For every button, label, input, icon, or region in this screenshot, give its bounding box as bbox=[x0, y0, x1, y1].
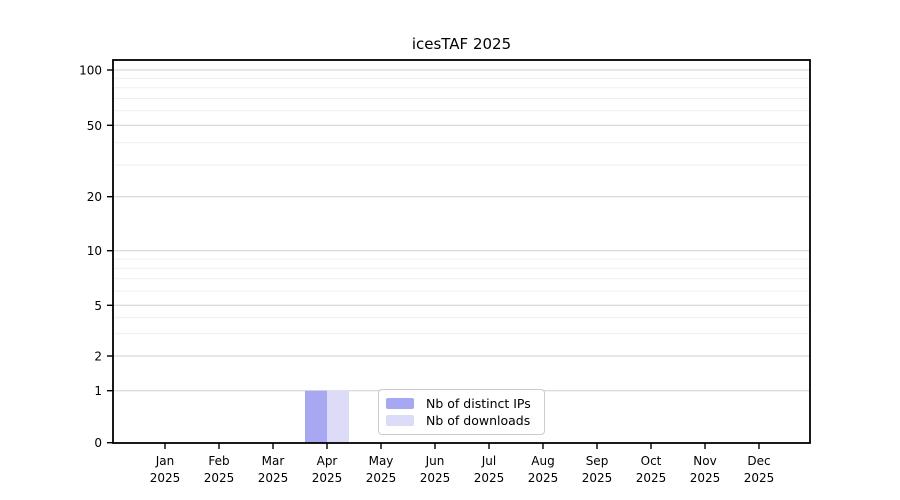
x-tick-label-month: Dec bbox=[747, 454, 770, 468]
legend-label-distinct-ips: Nb of distinct IPs bbox=[426, 396, 531, 411]
x-tick-label-year: 2025 bbox=[582, 471, 613, 485]
x-tick-label-month: Jul bbox=[481, 454, 496, 468]
x-tick-label-month: Jun bbox=[425, 454, 445, 468]
x-tick-label-year: 2025 bbox=[636, 471, 667, 485]
x-tick-label-year: 2025 bbox=[366, 471, 397, 485]
legend-item-downloads: Nb of downloads bbox=[386, 413, 535, 428]
y-tick-label: 1 bbox=[94, 384, 102, 398]
x-tick-label-month: May bbox=[369, 454, 394, 468]
y-tick-label: 0 bbox=[94, 436, 102, 450]
legend-item-distinct-ips: Nb of distinct IPs bbox=[386, 396, 535, 411]
x-tick-label-month: Apr bbox=[317, 454, 338, 468]
x-tick-label-month: Sep bbox=[586, 454, 609, 468]
x-tick-label-month: Nov bbox=[693, 454, 716, 468]
x-tick-label-month: Mar bbox=[262, 454, 285, 468]
bar-distinct-ips-apr-2025 bbox=[305, 390, 327, 443]
x-tick-label-month: Feb bbox=[208, 454, 229, 468]
legend-label-downloads: Nb of downloads bbox=[426, 413, 531, 428]
x-tick-label-year: 2025 bbox=[204, 471, 235, 485]
x-tick-label-year: 2025 bbox=[312, 471, 343, 485]
plot-border bbox=[112, 59, 811, 444]
y-tick-label: 5 bbox=[94, 299, 102, 313]
bar-downloads-apr-2025 bbox=[327, 390, 349, 443]
legend-swatch-distinct-ips-icon bbox=[386, 398, 414, 409]
y-tick-label: 2 bbox=[94, 350, 102, 364]
legend-swatch-downloads-icon bbox=[386, 415, 414, 426]
legend: Nb of distinct IPs Nb of downloads bbox=[378, 389, 545, 435]
x-tick-label-year: 2025 bbox=[474, 471, 505, 485]
x-tick-label-year: 2025 bbox=[690, 471, 721, 485]
y-tick-label: 10 bbox=[87, 244, 102, 258]
x-tick-label-month: Oct bbox=[641, 454, 662, 468]
x-tick-label-year: 2025 bbox=[150, 471, 181, 485]
x-tick-label-month: Jan bbox=[155, 454, 175, 468]
chart-title: icesTAF 2025 bbox=[411, 35, 512, 53]
y-tick-label: 100 bbox=[79, 64, 102, 78]
x-tick-label-year: 2025 bbox=[420, 471, 451, 485]
x-tick-label-month: Aug bbox=[531, 454, 554, 468]
y-tick-label: 50 bbox=[87, 119, 102, 133]
x-tick-label-year: 2025 bbox=[744, 471, 775, 485]
x-tick-label-year: 2025 bbox=[528, 471, 559, 485]
x-tick-label-year: 2025 bbox=[258, 471, 289, 485]
y-tick-label: 20 bbox=[87, 190, 102, 204]
